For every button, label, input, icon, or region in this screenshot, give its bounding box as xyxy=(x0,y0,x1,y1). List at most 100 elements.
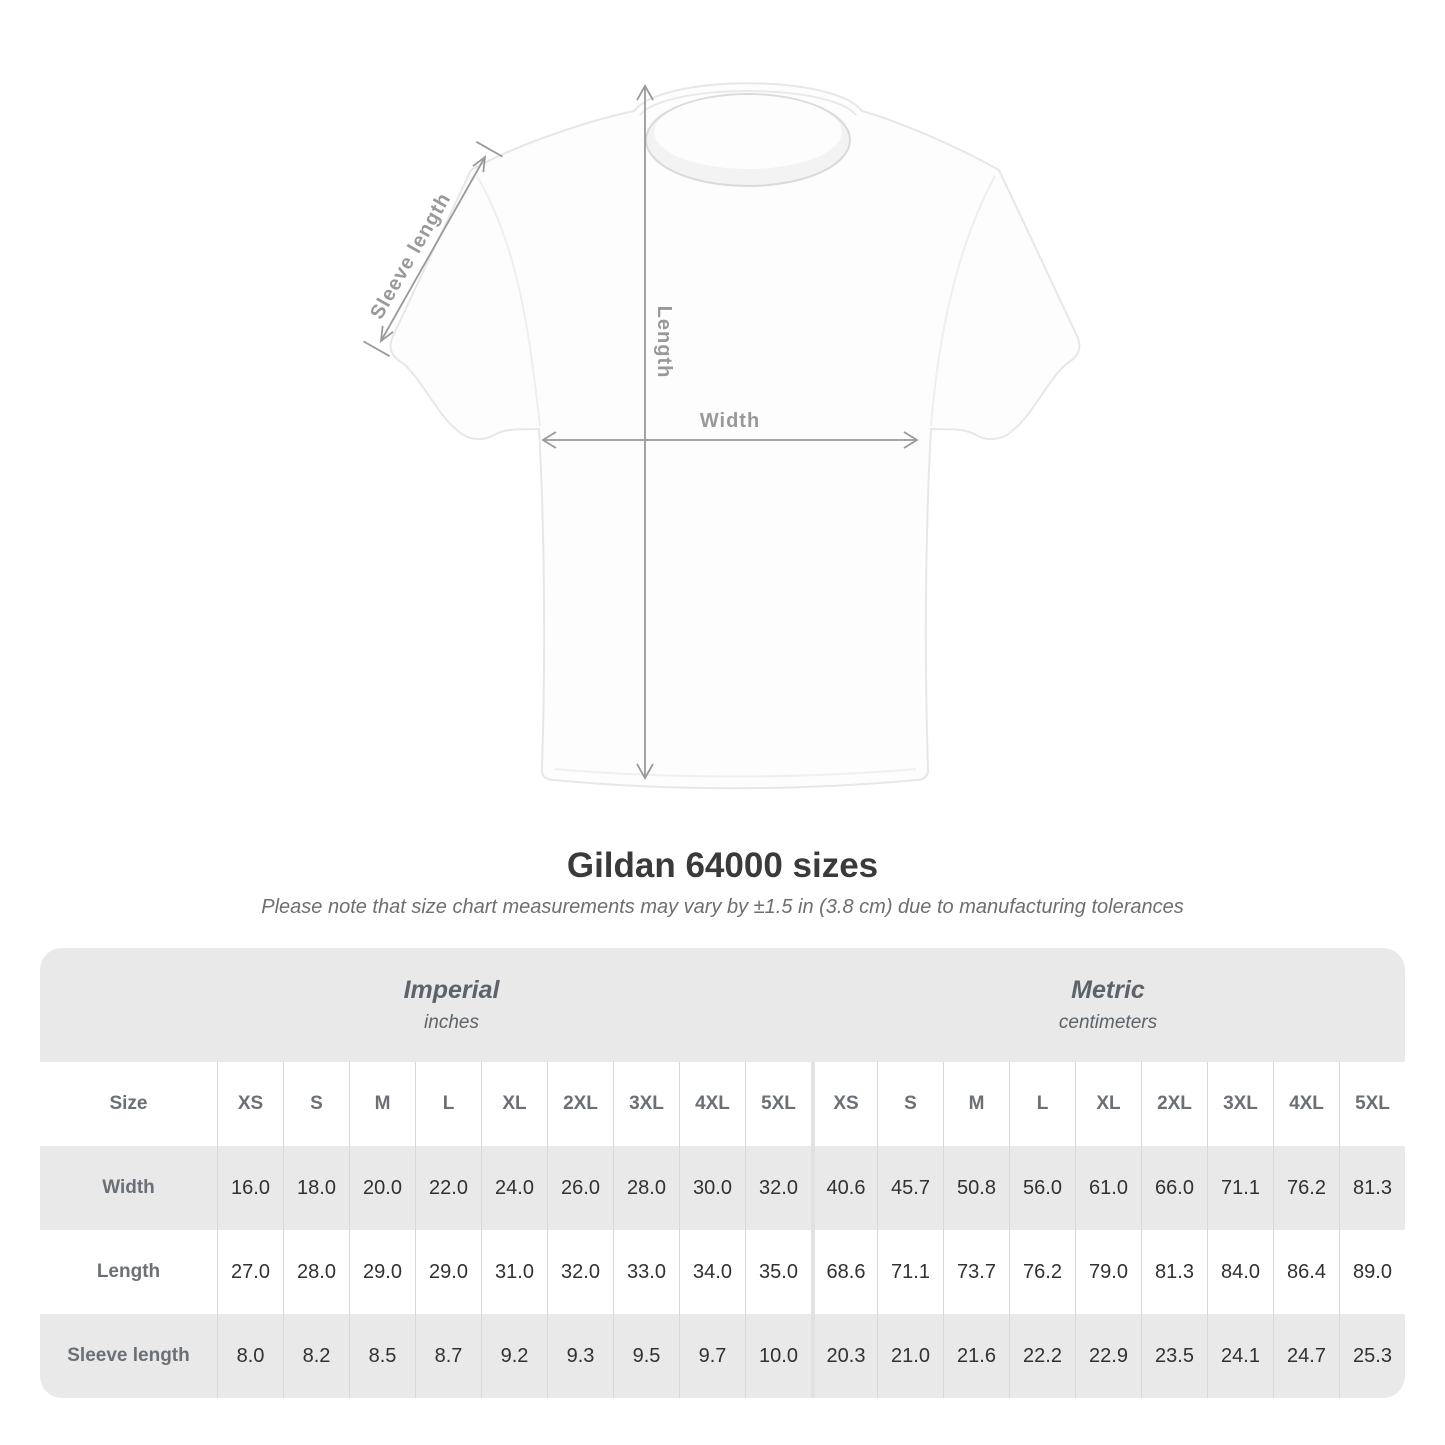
table-group-header: Imperial inches Metric centimeters xyxy=(40,948,1405,1062)
measurement-cell: 24.1 xyxy=(1207,1314,1273,1398)
table-row: Sleeve length 8.0 8.2 8.5 8.7 9.2 9.3 9.5 9.7 10.… xyxy=(40,1314,1405,1398)
measurement-cell: 24.0 xyxy=(481,1146,547,1230)
measurement-cell: 76.2 xyxy=(1273,1146,1339,1230)
table-row: Size XS S M L XL 2XL 3XL 4XL 5XL XS S M L XL 2XL 3XL 4XL 5… xyxy=(40,1062,1405,1146)
measurement-cell: 25.3 xyxy=(1339,1314,1405,1398)
measurement-cell: 18.0 xyxy=(283,1146,349,1230)
measurement-cell: 31.0 xyxy=(481,1230,547,1314)
size-column-header: M xyxy=(349,1062,415,1146)
size-column-header: 5XL xyxy=(745,1062,811,1146)
measurement-cell: 76.2 xyxy=(1009,1230,1075,1314)
measurement-cell: 9.5 xyxy=(613,1314,679,1398)
measurement-cell: 23.5 xyxy=(1141,1314,1207,1398)
hem-seam xyxy=(553,768,917,778)
size-column-header: 4XL xyxy=(1273,1062,1339,1146)
measurement-cell: 89.0 xyxy=(1339,1230,1405,1314)
table-rows: Size XS S M L XL 2XL 3XL 4XL 5XL XS S M L XL 2XL 3XL 4XL 5… xyxy=(40,1062,1405,1398)
measurement-cell: 20.3 xyxy=(811,1314,877,1398)
width-measure-arrow xyxy=(541,431,919,449)
size-column-header: XS xyxy=(811,1062,877,1146)
measurement-cell: 16.0 xyxy=(217,1146,283,1230)
size-column-header: 2XL xyxy=(1141,1062,1207,1146)
left-armhole-seam xyxy=(476,175,541,427)
size-column-header: XS xyxy=(217,1062,283,1146)
measurement-cell: 66.0 xyxy=(1141,1146,1207,1230)
measurement-cell: 9.2 xyxy=(481,1314,547,1398)
measurement-cell: 45.7 xyxy=(877,1146,943,1230)
measurement-cell: 26.0 xyxy=(547,1146,613,1230)
size-header-label: Size xyxy=(109,1093,148,1114)
measurement-cell: 10.0 xyxy=(745,1314,811,1398)
measurement-cell: 20.0 xyxy=(349,1146,415,1230)
measurement-cell: 86.4 xyxy=(1273,1230,1339,1314)
size-column-header: L xyxy=(415,1062,481,1146)
width-label: Width xyxy=(700,410,760,432)
length-measure-arrow xyxy=(636,84,654,780)
measurement-cell: 28.0 xyxy=(613,1146,679,1230)
measurement-cell: 68.6 xyxy=(811,1230,877,1314)
measurement-cell: 27.0 xyxy=(217,1230,283,1314)
measurement-cell: 71.1 xyxy=(1207,1146,1273,1230)
size-column-header: L xyxy=(1009,1062,1075,1146)
imperial-group-unit: inches xyxy=(424,1012,479,1033)
measurement-cell: 29.0 xyxy=(349,1230,415,1314)
size-column-header: M xyxy=(943,1062,1009,1146)
size-column-header: XL xyxy=(1075,1062,1141,1146)
measurement-cell: 8.2 xyxy=(283,1314,349,1398)
imperial-group-header: Imperial inches xyxy=(40,948,811,1062)
measurement-cell: 9.3 xyxy=(547,1314,613,1398)
measurement-cell: 22.0 xyxy=(415,1146,481,1230)
metric-group-unit: centimeters xyxy=(1058,1012,1158,1033)
table-row: Width 16.0 18.0 20.0 22.0 24.0 26.0 28.0 30.0 32.… xyxy=(40,1146,1405,1230)
tshirt-graphic xyxy=(389,82,1081,790)
tshirt-size-diagram: Sleeve length Length Width xyxy=(363,82,1081,790)
measurement-cell: 8.0 xyxy=(217,1314,283,1398)
right-armhole-seam xyxy=(930,175,996,427)
table-row: Length 27.0 28.0 29.0 29.0 31.0 32.0 33.0 34.0 35… xyxy=(40,1230,1405,1314)
metric-group-header: Metric centimeters xyxy=(811,948,1405,1062)
measurement-cell: 84.0 xyxy=(1207,1230,1273,1314)
tshirt-body xyxy=(389,82,1081,790)
measurement-cell: 33.0 xyxy=(613,1230,679,1314)
collar-rib-line xyxy=(639,90,857,116)
size-column-header: XL xyxy=(481,1062,547,1146)
measurement-cell: 81.3 xyxy=(1339,1146,1405,1230)
imperial-group-label: Imperial xyxy=(403,976,500,1004)
measurement-cell: 21.6 xyxy=(943,1314,1009,1398)
measurement-cell: 61.0 xyxy=(1075,1146,1141,1230)
row-label: Sleeve length xyxy=(67,1345,190,1366)
measurement-cell: 35.0 xyxy=(745,1230,811,1314)
tolerance-note: Please note that size chart measurements… xyxy=(261,896,1184,918)
measurement-cell: 8.5 xyxy=(349,1314,415,1398)
size-column-header: 4XL xyxy=(679,1062,745,1146)
sleeve-length-measure-arrow xyxy=(363,141,503,357)
measurement-cell: 73.7 xyxy=(943,1230,1009,1314)
measurement-cell: 56.0 xyxy=(1009,1146,1075,1230)
measurement-cell: 30.0 xyxy=(679,1146,745,1230)
length-label: Length xyxy=(653,306,675,379)
measurement-cell: 50.8 xyxy=(943,1146,1009,1230)
measurement-cell: 9.7 xyxy=(679,1314,745,1398)
size-column-header: 2XL xyxy=(547,1062,613,1146)
measurement-cell: 21.0 xyxy=(877,1314,943,1398)
size-column-header: S xyxy=(877,1062,943,1146)
measurement-cell: 32.0 xyxy=(745,1146,811,1230)
measurement-cell: 40.6 xyxy=(811,1146,877,1230)
size-column-header: 3XL xyxy=(613,1062,679,1146)
measurement-cell: 32.0 xyxy=(547,1230,613,1314)
row-label: Width xyxy=(102,1177,155,1198)
measurement-cell: 22.9 xyxy=(1075,1314,1141,1398)
size-table: Imperial inches Metric centimeters Size X… xyxy=(40,948,1405,1398)
measurement-cell: 29.0 xyxy=(415,1230,481,1314)
size-column-header: 5XL xyxy=(1339,1062,1405,1146)
measurement-cell: 34.0 xyxy=(679,1230,745,1314)
page-title: Gildan 64000 sizes xyxy=(566,846,879,885)
metric-group-label: Metric xyxy=(1071,976,1145,1004)
measurement-cell: 8.7 xyxy=(415,1314,481,1398)
measurement-cell: 79.0 xyxy=(1075,1230,1141,1314)
measurement-cell: 28.0 xyxy=(283,1230,349,1314)
size-column-header: 3XL xyxy=(1207,1062,1273,1146)
measurement-cell: 71.1 xyxy=(877,1230,943,1314)
row-label: Length xyxy=(96,1261,161,1282)
measurement-cell: 24.7 xyxy=(1273,1314,1339,1398)
